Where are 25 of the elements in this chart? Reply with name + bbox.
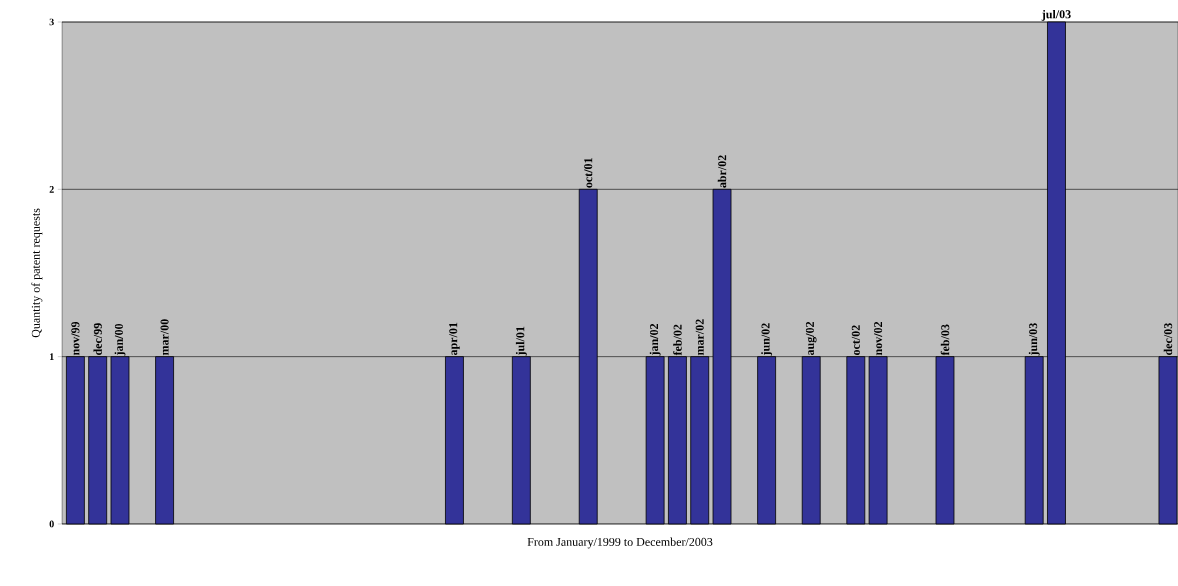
x-tick-label: jun/02	[761, 323, 773, 356]
y-tick-label: 1	[50, 353, 54, 360]
x-tick-label: nov/99	[71, 321, 80, 356]
x-tick-label: mar/00	[160, 319, 169, 356]
y-axis-title: Quantity of patent requests	[31, 208, 43, 338]
y-tick-label: 0	[49, 520, 54, 528]
x-tick-label: jun/03	[1028, 323, 1040, 356]
x-tick-label: oct/02	[851, 325, 860, 355]
x-tick-label: apr/01	[449, 322, 460, 356]
x-axis-title: From January/1999 to December/2003	[527, 537, 713, 549]
y-tick-label: 2	[49, 186, 54, 193]
x-tick-label: dec/99	[93, 323, 102, 355]
y-tick-label: 3	[49, 18, 54, 26]
x-tick-label: jan/00	[114, 323, 126, 356]
x-tick-label: abr/02	[717, 155, 727, 188]
x-tick-label: dec/03	[1163, 323, 1173, 355]
x-tick-label: feb/03	[940, 324, 950, 356]
x-tick-label: mar/02	[695, 319, 704, 356]
x-tick-label: aug/02	[805, 321, 817, 356]
x-tick-label: jul/03	[1041, 9, 1071, 21]
x-tick-label: oct/01	[584, 158, 593, 188]
x-tick-label: jan/02	[649, 323, 661, 356]
x-tick-label: nov/02	[874, 321, 883, 356]
x-tick-label: jul/01	[515, 326, 527, 356]
x-tick-label: feb/02	[673, 324, 682, 356]
